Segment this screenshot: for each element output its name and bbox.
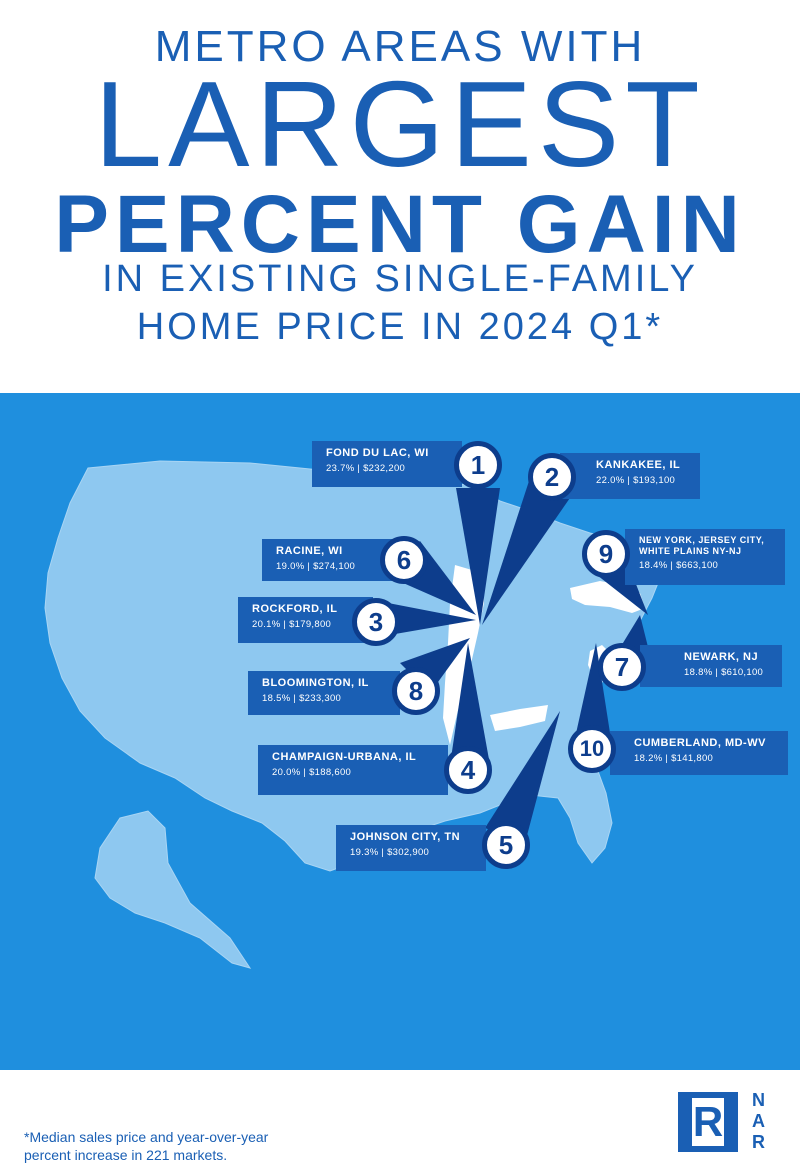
pin-number-6: 6 <box>380 536 428 584</box>
pin-number-10: 10 <box>568 725 616 773</box>
metro-label-9: NEW YORK, JERSEY CITY, WHITE PLAINS NY-N… <box>625 529 785 585</box>
pin-tail-1 <box>456 488 500 625</box>
nar-logo: R N A R <box>678 1090 778 1152</box>
footnote: *Median sales price and year-over-year p… <box>24 1128 268 1164</box>
pin-number-7: 7 <box>598 643 646 691</box>
metro-label-7: NEWARK, NJ 18.8% | $610,100 <box>640 645 782 687</box>
title-line-5: HOME PRICE IN 2024 Q1* <box>136 306 664 348</box>
pin-number-5: 5 <box>482 821 530 869</box>
pin-tails <box>372 478 650 843</box>
title-line-1: METRO AREAS WITH <box>154 22 646 71</box>
map-panel: FOND DU LAC, WI 23.7% | $232,200 KANKAKE… <box>0 393 800 1070</box>
pin-number-3: 3 <box>352 598 400 646</box>
footnote-line-2: percent increase in 221 markets. <box>24 1147 228 1163</box>
metro-label-10: CUMBERLAND, MD-WV 18.2% | $141,800 <box>610 731 788 775</box>
wisconsin-illinois-highlight <box>443 565 484 745</box>
metro-label-5: JOHNSON CITY, TN 19.3% | $302,900 <box>336 825 486 871</box>
alaska-shape <box>94 810 252 969</box>
pin-tail-2 <box>482 478 572 625</box>
metro-label-8: BLOOMINGTON, IL 18.5% | $233,300 <box>248 671 400 715</box>
pin-number-1: 1 <box>454 441 502 489</box>
pin-number-9: 9 <box>582 530 630 578</box>
metro-label-1: FOND DU LAC, WI 23.7% | $232,200 <box>312 441 462 487</box>
metro-label-3: ROCKFORD, IL 20.1% | $179,800 <box>238 597 373 643</box>
footnote-line-1: *Median sales price and year-over-year <box>24 1129 269 1145</box>
pin-tail-10 <box>575 643 610 738</box>
us-map <box>44 460 661 969</box>
title-line-3: PERCENT GAIN <box>54 179 746 270</box>
metro-label-4: CHAMPAIGN-URBANA, IL 20.0% | $188,600 <box>258 745 448 795</box>
metro-label-6: RACINE, WI 19.0% | $274,100 <box>262 539 402 581</box>
title-line-4: IN EXISTING SINGLE-FAMILY <box>102 258 698 300</box>
title-line-2: LARGEST <box>94 56 706 192</box>
realtor-r-logo-icon: R <box>678 1092 738 1152</box>
pin-number-2: 2 <box>528 453 576 501</box>
pin-number-4: 4 <box>444 746 492 794</box>
pin-tail-5 <box>485 711 560 843</box>
pin-number-8: 8 <box>392 667 440 715</box>
us-mainland-shape <box>44 460 661 872</box>
pin-tail-4 <box>450 643 490 765</box>
metro-label-2: KANKAKEE, IL 22.0% | $193,100 <box>560 453 700 499</box>
tennessee-highlight <box>490 705 548 731</box>
nar-wordmark: N A R <box>752 1090 765 1152</box>
